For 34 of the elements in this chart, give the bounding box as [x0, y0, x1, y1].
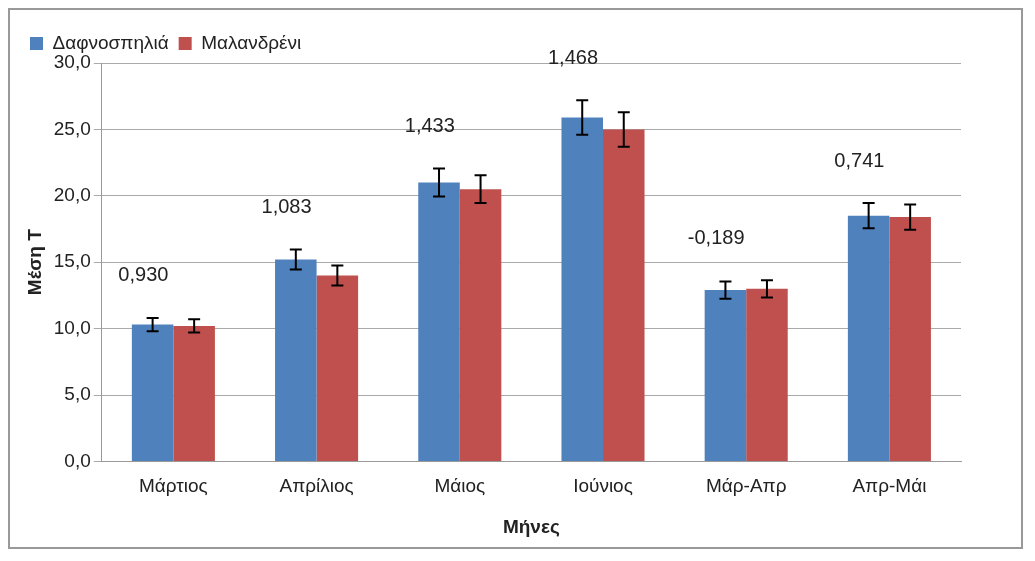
- bar: [131, 324, 174, 461]
- y-tick-label: 5,0: [64, 383, 91, 405]
- y-axis-title: Μέση T: [23, 228, 45, 296]
- bar: [847, 215, 890, 461]
- annotation: 1,468: [547, 45, 599, 68]
- bar: [704, 290, 747, 461]
- bar: [746, 288, 788, 461]
- y-tick-label: 15,0: [53, 250, 91, 272]
- bar: [602, 129, 645, 461]
- x-tick-label: Μάιος: [434, 475, 486, 497]
- legend-label: Μαλανδρένι: [201, 31, 302, 53]
- annotation: -0,189: [687, 225, 745, 248]
- x-tick-label: Ιούνιος: [573, 475, 633, 497]
- x-axis-title: Μήνες: [502, 515, 560, 537]
- y-tick-label: 10,0: [53, 316, 91, 338]
- annotation: 0,930: [118, 263, 169, 286]
- y-tick-label: 0,0: [64, 449, 91, 471]
- x-tick-label: Απρ-Μάι: [852, 475, 927, 497]
- bar: [418, 182, 460, 461]
- bar: [316, 275, 359, 461]
- x-tick-label: Απρίλιος: [279, 475, 354, 497]
- x-tick-label: Μάρτιος: [138, 475, 208, 497]
- bar: [459, 189, 502, 461]
- bar: [889, 217, 931, 461]
- legend-label: Δαφνοσπηλιά: [52, 31, 169, 53]
- annotation: 1,083: [261, 195, 312, 218]
- annotation: 1,433: [404, 114, 455, 137]
- y-tick-label: 25,0: [53, 117, 91, 139]
- bar: [275, 259, 317, 461]
- y-tick-label: 20,0: [53, 184, 91, 206]
- x-tick-label: Μάρ-Απρ: [705, 475, 787, 497]
- annotation: 0,741: [834, 148, 885, 171]
- bar: [561, 117, 603, 461]
- bar: [173, 325, 215, 461]
